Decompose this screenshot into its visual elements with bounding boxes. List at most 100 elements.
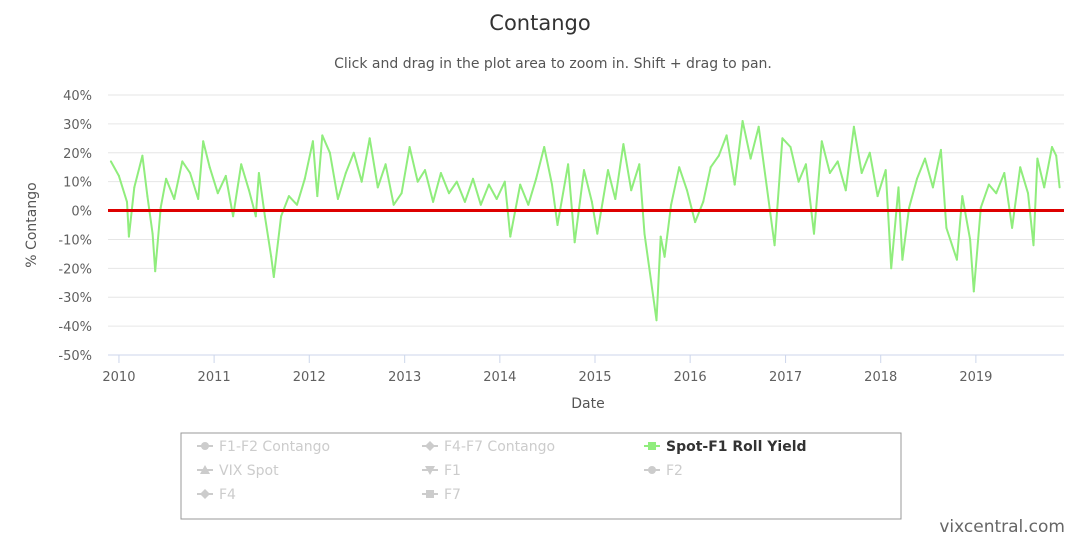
data-point[interactable]: [216, 192, 219, 195]
data-point[interactable]: [248, 189, 250, 192]
data-point[interactable]: [556, 224, 559, 226]
legend-label[interactable]: F7: [444, 487, 461, 503]
data-point[interactable]: [509, 235, 512, 238]
data-point[interactable]: [1055, 154, 1058, 157]
data-point[interactable]: [884, 169, 887, 172]
data-point[interactable]: [1027, 192, 1029, 195]
data-point[interactable]: [127, 235, 130, 238]
data-point[interactable]: [820, 140, 823, 143]
data-point[interactable]: [272, 276, 275, 278]
data-point[interactable]: [622, 143, 625, 146]
data-point[interactable]: [527, 203, 530, 206]
data-point[interactable]: [376, 186, 379, 189]
data-point[interactable]: [1011, 226, 1014, 229]
data-point[interactable]: [995, 192, 998, 195]
data-point[interactable]: [368, 137, 371, 140]
data-point[interactable]: [860, 172, 863, 174]
data-point[interactable]: [725, 134, 728, 137]
data-point[interactable]: [567, 163, 570, 166]
data-point[interactable]: [173, 198, 176, 200]
data-point[interactable]: [1003, 172, 1006, 174]
data-point[interactable]: [663, 255, 666, 258]
data-point[interactable]: [408, 146, 411, 148]
data-point[interactable]: [141, 154, 144, 157]
legend-label[interactable]: VIX Spot: [219, 463, 279, 479]
data-point[interactable]: [844, 189, 847, 192]
data-point[interactable]: [263, 215, 266, 218]
data-point[interactable]: [643, 232, 646, 235]
data-point[interactable]: [757, 125, 760, 128]
data-point[interactable]: [400, 192, 403, 195]
data-point[interactable]: [979, 206, 982, 209]
data-point[interactable]: [197, 198, 200, 200]
data-point[interactable]: [384, 163, 387, 166]
data-point[interactable]: [551, 183, 553, 186]
data-point[interactable]: [955, 258, 958, 261]
data-point[interactable]: [773, 244, 776, 247]
data-point[interactable]: [945, 226, 948, 229]
data-point[interactable]: [686, 189, 688, 192]
data-point[interactable]: [709, 166, 712, 169]
data-point[interactable]: [352, 151, 355, 154]
legend-label[interactable]: F1: [444, 463, 461, 479]
data-point[interactable]: [804, 163, 807, 166]
data-point[interactable]: [1019, 166, 1022, 169]
data-point[interactable]: [749, 157, 752, 160]
data-point[interactable]: [961, 195, 964, 198]
data-point[interactable]: [151, 232, 154, 235]
data-point[interactable]: [109, 160, 112, 163]
data-point[interactable]: [472, 177, 474, 180]
data-point[interactable]: [924, 157, 926, 160]
data-point[interactable]: [154, 270, 157, 273]
data-point[interactable]: [590, 200, 593, 203]
data-point[interactable]: [189, 172, 192, 174]
data-point[interactable]: [876, 195, 879, 198]
data-point[interactable]: [535, 177, 538, 180]
data-point[interactable]: [126, 200, 128, 203]
data-point[interactable]: [765, 183, 768, 186]
data-point[interactable]: [614, 198, 617, 200]
legend-item[interactable]: F2: [644, 463, 683, 479]
data-point[interactable]: [797, 180, 800, 183]
data-point[interactable]: [916, 177, 918, 180]
data-point[interactable]: [655, 319, 658, 322]
data-point[interactable]: [931, 186, 934, 189]
data-point[interactable]: [741, 120, 744, 122]
legend-item[interactable]: F7: [422, 487, 461, 503]
data-point[interactable]: [321, 134, 324, 137]
data-point[interactable]: [1043, 186, 1046, 189]
data-point[interactable]: [424, 169, 426, 172]
data-point[interactable]: [240, 163, 243, 166]
data-point[interactable]: [117, 174, 120, 177]
data-point[interactable]: [969, 238, 972, 241]
data-point[interactable]: [813, 232, 815, 235]
data-point[interactable]: [828, 172, 831, 174]
data-point[interactable]: [181, 160, 184, 163]
credit-link[interactable]: vixcentral.com: [939, 517, 1065, 537]
data-point[interactable]: [908, 206, 911, 209]
data-point[interactable]: [432, 200, 435, 203]
plot-area[interactable]: [108, 95, 1064, 355]
data-point[interactable]: [630, 189, 633, 192]
legend-item[interactable]: F1-F2 Contango: [197, 439, 330, 455]
data-point[interactable]: [638, 163, 641, 166]
data-point[interactable]: [159, 206, 162, 209]
data-point[interactable]: [344, 172, 347, 174]
data-point[interactable]: [254, 215, 257, 218]
data-point[interactable]: [463, 200, 466, 203]
data-point[interactable]: [360, 180, 363, 183]
data-point[interactable]: [487, 183, 490, 186]
data-point[interactable]: [868, 151, 871, 154]
data-point[interactable]: [146, 195, 149, 198]
data-point[interactable]: [287, 195, 290, 198]
data-point[interactable]: [503, 180, 506, 183]
data-point[interactable]: [670, 203, 673, 206]
data-point[interactable]: [987, 183, 990, 186]
data-point[interactable]: [852, 125, 855, 128]
data-point[interactable]: [232, 215, 235, 218]
data-point[interactable]: [208, 166, 211, 169]
data-point[interactable]: [897, 186, 900, 189]
legend-label[interactable]: F1-F2 Contango: [219, 439, 330, 455]
data-point[interactable]: [702, 200, 705, 203]
